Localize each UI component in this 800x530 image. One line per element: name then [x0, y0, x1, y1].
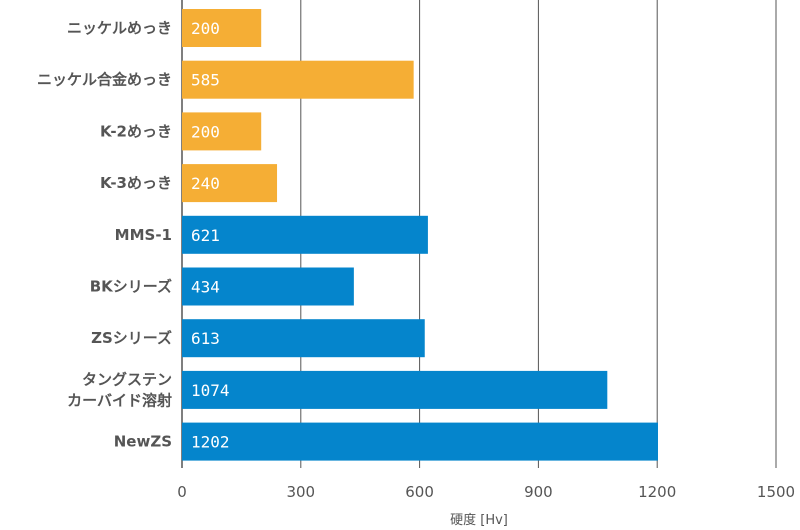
x-tick-label: 900 [524, 483, 553, 501]
x-tick-label: 1500 [757, 483, 795, 501]
bar [182, 60, 414, 99]
bar [182, 267, 354, 306]
x-tick-label: 600 [405, 483, 434, 501]
category-label: NewZS [114, 433, 172, 451]
bar-value-label: 1202 [191, 433, 230, 452]
bar [182, 112, 262, 151]
bars: 200 585 200 240 621 434 613 1074 1202 [182, 9, 658, 461]
category-label: ZSシリーズ [91, 329, 172, 347]
bar-value-label: 434 [191, 278, 220, 297]
category-label: タングステン [82, 370, 172, 388]
bar [182, 164, 278, 203]
bar-value-label: 200 [191, 19, 220, 38]
bar [182, 9, 262, 47]
bar [182, 370, 608, 409]
bar [182, 422, 658, 461]
x-tick-labels: 0 300 600 900 1200 1500 [177, 483, 795, 501]
category-label: カーバイド溶射 [67, 391, 172, 409]
bar-value-label: 585 [191, 71, 220, 90]
bar-value-label: 1074 [191, 381, 230, 400]
x-tick-label: 300 [286, 483, 315, 501]
category-label: BKシリーズ [90, 278, 172, 296]
bar [182, 215, 428, 254]
category-label: MMS-1 [115, 226, 172, 244]
category-label: K-3めっき [100, 174, 172, 192]
bar-value-label: 200 [191, 122, 220, 141]
bar-value-label: 240 [191, 174, 220, 193]
category-label: K-2めっき [100, 122, 172, 140]
bar-value-label: 621 [191, 226, 220, 245]
x-tick-label: 1200 [638, 483, 676, 501]
category-label: ニッケル合金めっき [37, 71, 172, 89]
category-label: ニッケルめっき [67, 19, 172, 37]
bar [182, 319, 425, 358]
bar-value-label: 613 [191, 329, 220, 348]
x-tick-label: 0 [177, 483, 187, 501]
x-axis-title: 硬度 [Hv] [450, 512, 508, 528]
